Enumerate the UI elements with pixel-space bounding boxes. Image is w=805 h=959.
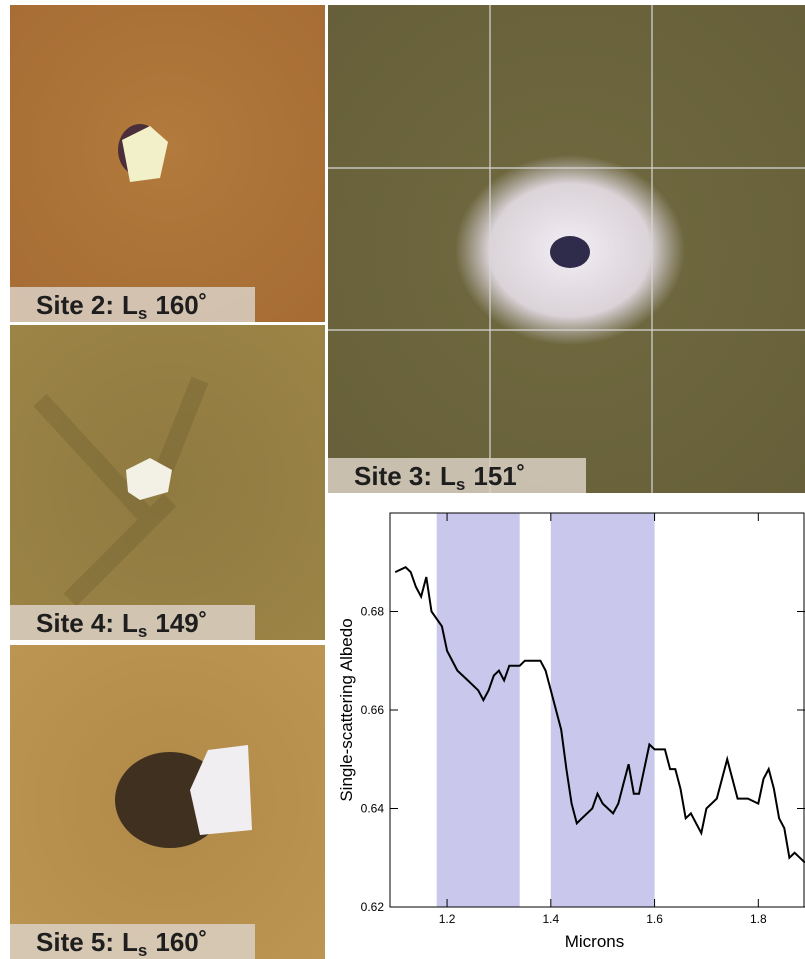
subscript: s [138,941,147,959]
y-tick-label: 0.66 [361,703,385,717]
site: Site 4: [36,608,114,638]
x-tick-label: 1.2 [439,912,456,926]
subscript: s [138,304,147,323]
angle: 149˚ [155,608,207,638]
photo-site2 [10,5,325,322]
x-tick-label: 1.8 [750,912,767,926]
angle: 160˚ [155,290,207,320]
photo-site5 [10,645,325,959]
panel-label: Site 2: Ls 160˚ [36,290,207,323]
x-tick-label: 1.4 [542,912,559,926]
angle: 160˚ [155,927,207,957]
panel-label: Site 4: Ls 149˚ [36,608,207,641]
y-tick-label: 0.64 [361,802,385,816]
figure: Site 2:Ls160˚Site 4:Ls149˚Site 5:Ls160˚S… [0,0,805,959]
symbol: L [122,608,138,638]
site: Site 2: [36,290,114,320]
y-axis-label: Single-scattering Albedo [337,618,356,801]
site: Site 5: [36,927,114,957]
subscript: s [456,475,465,494]
symbol: L [122,290,138,320]
y-tick-label: 0.68 [361,605,385,619]
band [437,513,520,907]
panel-label: Site 3: Ls 151˚ [354,461,525,494]
band [551,513,655,907]
angle: 151˚ [473,461,525,491]
photo-site4 [10,325,325,640]
subscript: s [138,622,147,641]
symbol: L [122,927,138,957]
photo-site3 [328,5,805,493]
y-tick-label: 0.62 [361,900,385,914]
x-axis-label: Microns [565,932,625,951]
site: Site 3: [354,461,432,491]
symbol: L [440,461,456,491]
panel-label: Site 5: Ls 160˚ [36,927,207,959]
x-tick-label: 1.6 [646,912,663,926]
chart: 1.2 1.4 1.6 1.8 0.62 0.64 0.66 0.68 Microns Singl… [337,513,805,951]
